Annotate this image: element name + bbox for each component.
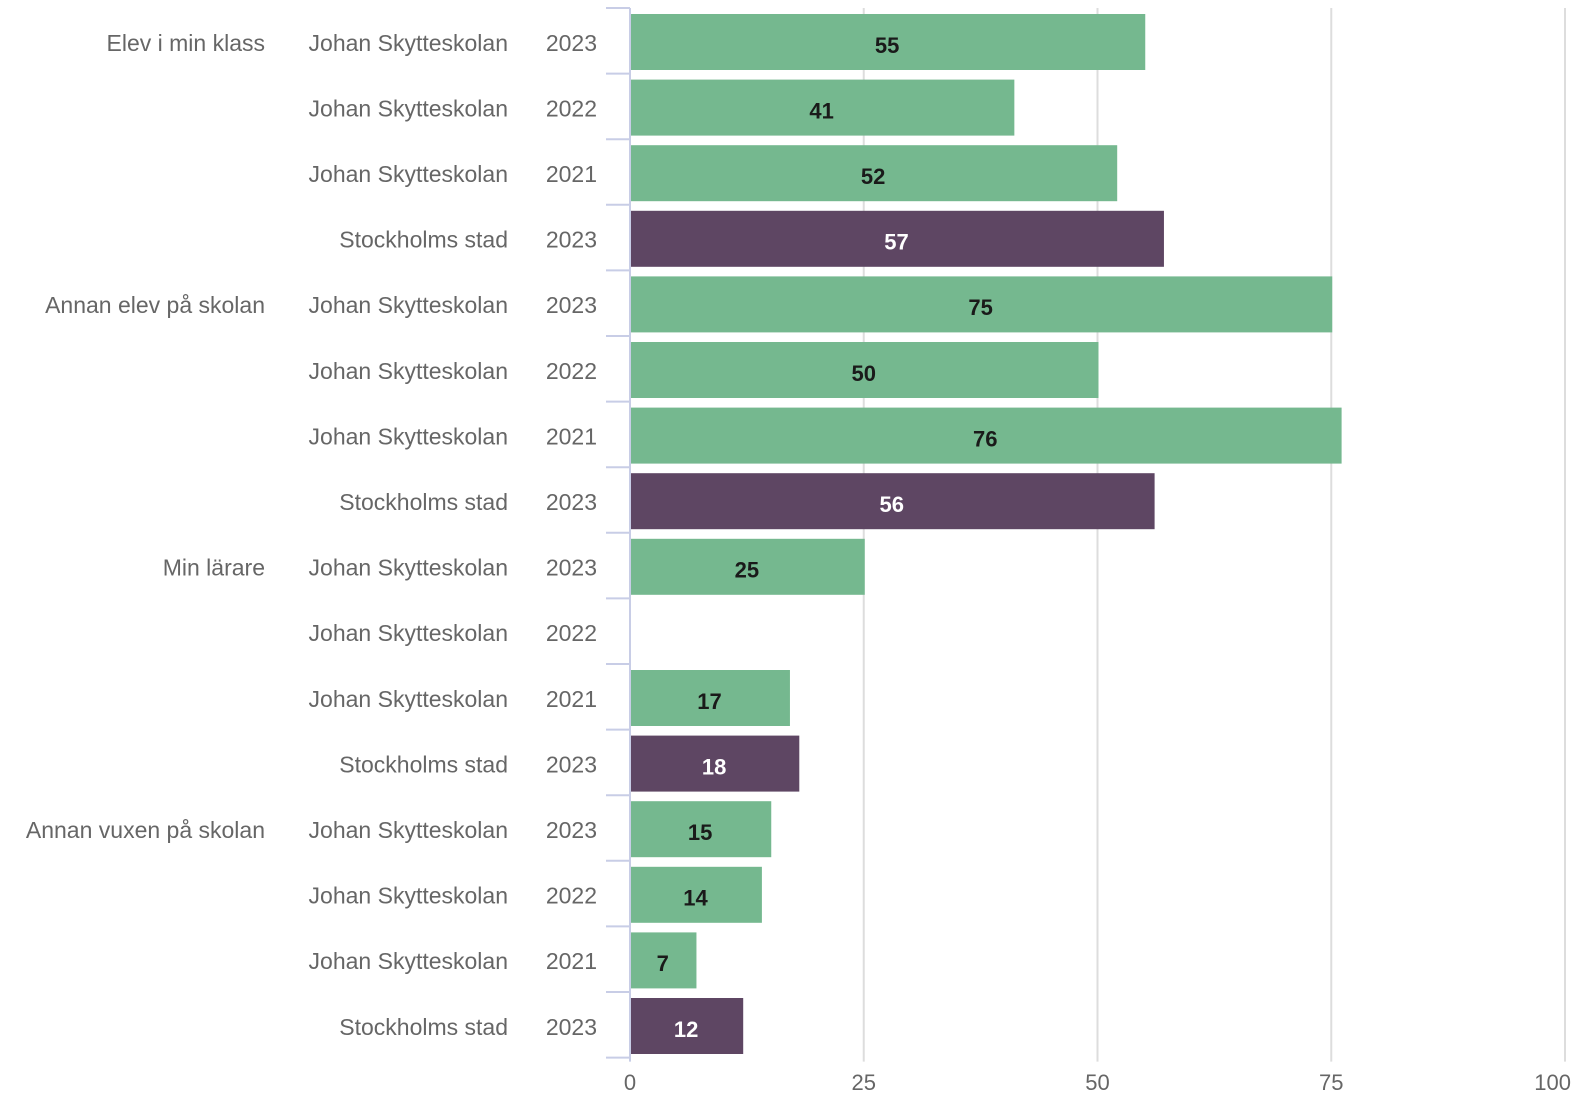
bar-value-label: 52 [861, 164, 885, 189]
bar-value-label: 57 [884, 230, 908, 255]
unit-label: Johan Skytteskolan [309, 883, 508, 909]
x-tick-label: 50 [1085, 1070, 1109, 1095]
bar-value-label: 17 [697, 689, 721, 714]
bar [631, 79, 1015, 136]
bar [631, 210, 1164, 267]
year-label: 2021 [546, 423, 597, 449]
bar-value-label: 12 [674, 1017, 698, 1042]
unit-label: Johan Skytteskolan [309, 555, 508, 581]
x-tick-label: 25 [852, 1070, 876, 1095]
unit-label: Johan Skytteskolan [309, 620, 508, 646]
x-tick-label: 0 [624, 1070, 636, 1095]
year-label: 2023 [546, 489, 597, 515]
unit-label: Johan Skytteskolan [309, 358, 508, 384]
bar-value-label: 76 [973, 426, 997, 451]
bar [631, 342, 1099, 398]
category-labels: Elev i min klass Johan Skytteskolan 2023 Jo… [26, 30, 597, 1040]
year-label: 2023 [546, 1014, 597, 1040]
bar-value-label: 15 [688, 820, 712, 845]
unit-label: Johan Skytteskolan [309, 95, 508, 121]
unit-label: Stockholms stad [339, 1014, 508, 1040]
bar [631, 473, 1155, 530]
year-label: 2023 [546, 292, 597, 318]
bar-value-label: 55 [875, 33, 899, 58]
group-label: Elev i min klass [107, 30, 265, 56]
bar-value-label: 41 [809, 98, 833, 123]
year-label: 2021 [546, 161, 597, 187]
year-label: 2023 [546, 817, 597, 843]
unit-label: Stockholms stad [339, 489, 508, 515]
year-label: 2021 [546, 686, 597, 712]
unit-label: Stockholms stad [339, 751, 508, 777]
bar-value-label: 56 [880, 492, 904, 517]
year-label: 2023 [546, 30, 597, 56]
bar-value-label: 50 [852, 361, 876, 386]
group-label: Annan elev på skolan [45, 292, 265, 318]
year-label: 2023 [546, 751, 597, 777]
y-axis [606, 7, 631, 1062]
unit-label: Johan Skytteskolan [309, 30, 508, 56]
bar [631, 998, 744, 1054]
year-label: 2021 [546, 948, 597, 974]
year-label: 2022 [546, 95, 597, 121]
bar [631, 932, 697, 989]
unit-label: Stockholms stad [339, 227, 508, 253]
year-label: 2022 [546, 883, 597, 909]
year-label: 2022 [546, 358, 597, 384]
group-label: Annan vuxen på skolan [26, 817, 265, 843]
x-axis-ticks: 0 25 50 75 100 [624, 1070, 1571, 1095]
x-tick-label: 100 [1534, 1070, 1571, 1095]
bar-value-label: 14 [683, 886, 708, 911]
bar-value-label: 18 [702, 754, 726, 779]
bars-layer: 55 41 52 57 75 50 76 56 25 17 18 15 14 7 12 [631, 14, 1342, 1054]
bar [631, 801, 772, 858]
bar [631, 145, 1118, 202]
bar [631, 866, 762, 923]
year-label: 2023 [546, 555, 597, 581]
unit-label: Johan Skytteskolan [309, 423, 508, 449]
bar [631, 538, 865, 595]
bar-value-label: 25 [735, 558, 759, 583]
group-label: Min lärare [163, 555, 265, 581]
x-tick-label: 75 [1319, 1070, 1343, 1095]
bar-value-label: 7 [657, 951, 669, 976]
unit-label: Johan Skytteskolan [309, 686, 508, 712]
bar [631, 407, 1342, 464]
unit-label: Johan Skytteskolan [309, 292, 508, 318]
year-label: 2023 [546, 227, 597, 253]
unit-label: Johan Skytteskolan [309, 161, 508, 187]
bar [631, 670, 790, 726]
unit-label: Johan Skytteskolan [309, 948, 508, 974]
unit-label: Johan Skytteskolan [309, 817, 508, 843]
bar [631, 735, 800, 792]
bar-value-label: 75 [968, 295, 992, 320]
bar [631, 276, 1333, 333]
bar [631, 14, 1146, 70]
year-label: 2022 [546, 620, 597, 646]
